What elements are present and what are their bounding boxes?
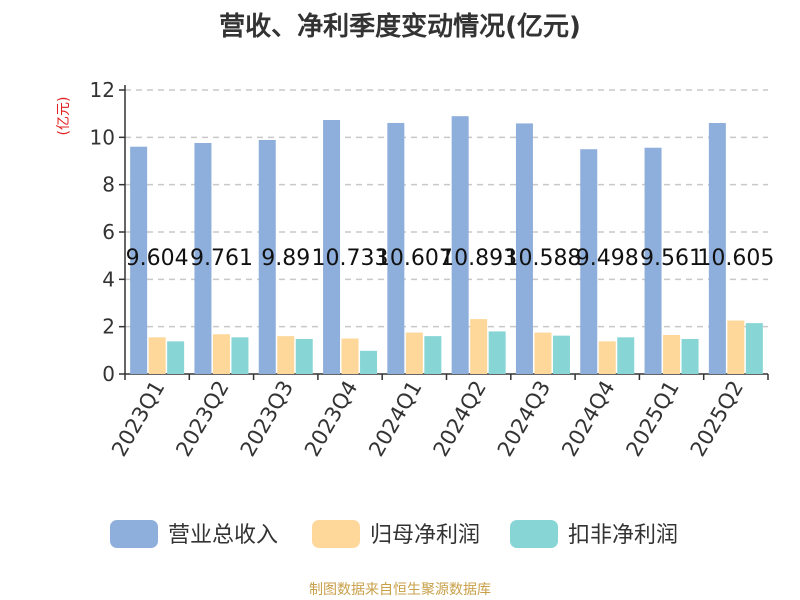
x-tick-label: 2024Q3	[493, 377, 555, 461]
data-label: 9.761	[190, 246, 253, 271]
data-label: 9.89	[261, 246, 310, 271]
bar	[231, 337, 249, 374]
y-axis-label: (亿元)	[56, 97, 72, 136]
x-tick-label: 2023Q2	[171, 377, 233, 461]
x-tick-label: 2025Q1	[621, 377, 683, 461]
x-tick-label: 2024Q4	[557, 377, 619, 461]
bar	[167, 341, 185, 374]
bar	[451, 116, 469, 374]
x-tick-label: 2023Q4	[300, 377, 362, 461]
bar	[148, 337, 166, 374]
bar	[708, 123, 726, 374]
bar	[644, 147, 662, 374]
legend-label: 扣非净利润	[568, 523, 678, 548]
data-label: 10.893	[440, 246, 517, 271]
data-label: 9.498	[576, 246, 639, 271]
data-label: 10.588	[504, 246, 581, 271]
x-tick-label: 2023Q1	[107, 377, 169, 461]
legend-label: 归母净利润	[370, 523, 480, 548]
y-tick-label: 12	[90, 78, 115, 102]
bar	[598, 341, 616, 374]
bar	[515, 123, 533, 375]
x-tick-label: 2024Q1	[364, 377, 426, 461]
data-label: 9.604	[126, 246, 189, 271]
bar	[727, 320, 745, 374]
bar	[580, 149, 598, 374]
legend-swatch	[110, 520, 158, 548]
chart-title: 营收、净利季度变动情况(亿元)	[219, 12, 581, 42]
data-label: 9.561	[640, 246, 703, 271]
bar	[130, 146, 148, 374]
bar	[295, 338, 313, 374]
bar	[424, 336, 442, 374]
data-label: 10.605	[697, 246, 774, 271]
data-label: 10.733	[312, 246, 389, 271]
bar	[663, 334, 681, 374]
bar	[488, 331, 506, 374]
bar	[341, 338, 359, 374]
bar	[470, 319, 488, 374]
x-tick-label: 2023Q3	[236, 377, 298, 461]
data-label: 10.607	[376, 246, 453, 271]
bar	[745, 323, 763, 374]
bar	[277, 336, 295, 374]
bar	[323, 119, 341, 375]
bar	[617, 337, 635, 374]
legend-label: 营业总收入	[168, 523, 278, 548]
legend-swatch	[510, 520, 558, 548]
bar	[360, 350, 378, 374]
bar	[387, 122, 405, 374]
bar	[534, 332, 552, 374]
y-tick-label: 4	[102, 267, 115, 291]
y-tick-label: 6	[102, 220, 115, 244]
bar	[212, 334, 230, 374]
bar	[405, 332, 423, 374]
y-tick-label: 0	[102, 362, 115, 386]
y-tick-label: 2	[102, 315, 115, 339]
bar	[194, 142, 212, 374]
y-tick-label: 10	[90, 125, 115, 149]
source-note: 制图数据来自恒生聚源数据库	[309, 582, 491, 598]
bar	[681, 338, 699, 374]
bar	[258, 139, 276, 374]
x-tick-label: 2025Q2	[686, 377, 748, 461]
bar	[552, 335, 570, 374]
y-tick-label: 8	[102, 173, 115, 197]
legend-swatch	[312, 520, 360, 548]
x-tick-label: 2024Q2	[429, 377, 491, 461]
